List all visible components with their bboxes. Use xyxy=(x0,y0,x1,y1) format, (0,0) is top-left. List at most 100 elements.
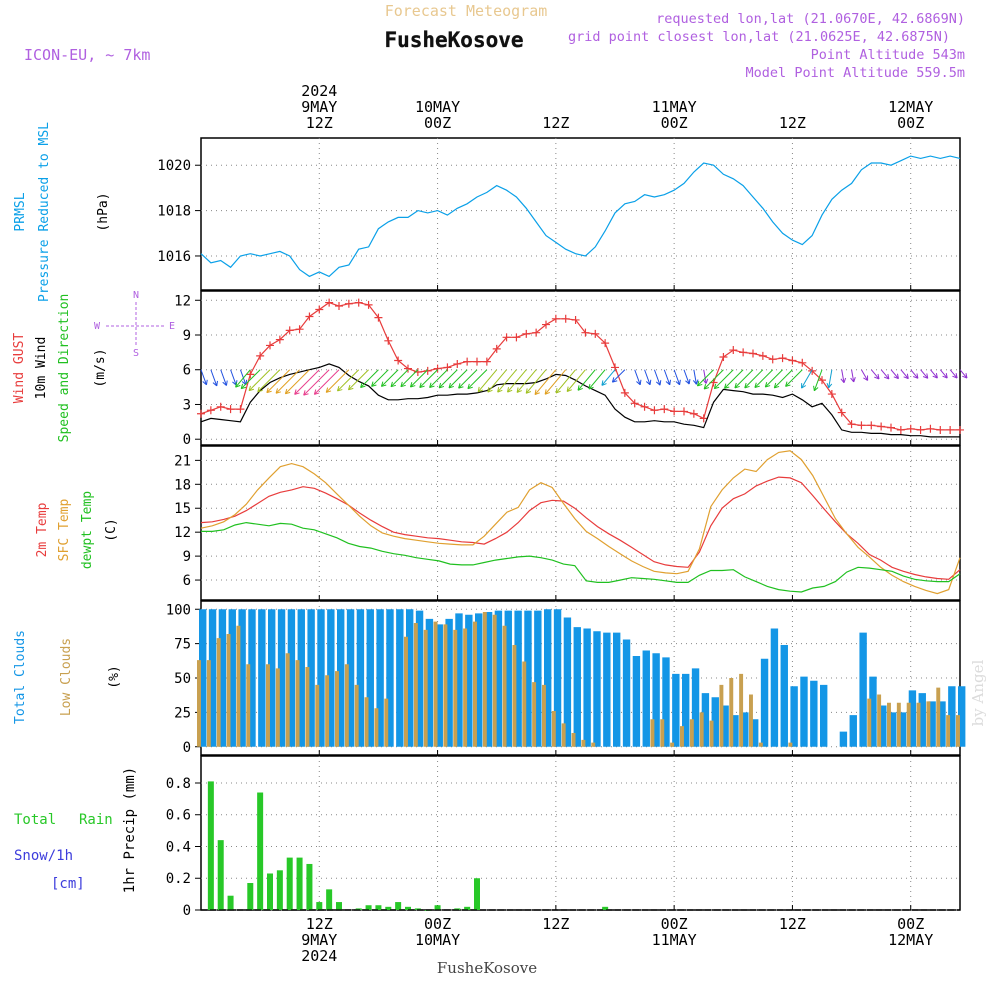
wind-arrow-head xyxy=(926,373,929,379)
low-cloud-bar xyxy=(246,664,251,747)
total-cloud-bar xyxy=(297,609,305,747)
rain-bar xyxy=(217,840,224,910)
wind-arrow xyxy=(516,369,537,393)
y-tick-label: 0.2 xyxy=(166,871,191,887)
top-time-label: 2024 xyxy=(301,82,337,100)
low-cloud-bar xyxy=(285,653,290,747)
wind-arrow xyxy=(438,369,458,389)
wind-arrow-head xyxy=(241,386,247,390)
bottom-time-label: 9MAY xyxy=(301,931,337,949)
wind-arrow-head xyxy=(419,382,422,388)
gust-marker xyxy=(877,422,886,431)
wind-arrow-head xyxy=(645,381,651,386)
wind-arrow-head xyxy=(611,377,615,383)
wind-arrow-head xyxy=(477,386,480,392)
wind-arrow xyxy=(497,369,517,393)
p5-label-b: Rain xyxy=(79,812,113,828)
gust-marker xyxy=(197,409,205,418)
wind-arrow xyxy=(910,369,919,379)
low-cloud-bar xyxy=(946,715,951,747)
y-tick-label: 6 xyxy=(183,573,191,589)
total-cloud-bar xyxy=(356,609,365,747)
wind-arrow-head xyxy=(325,387,329,393)
top-time-label: 12Z xyxy=(306,114,333,132)
wind-arrow-head xyxy=(773,382,777,388)
wind-arrow-head xyxy=(448,382,451,388)
total-cloud-bar xyxy=(544,609,552,747)
wind-arrow-head xyxy=(544,389,547,395)
rain-bar xyxy=(247,883,254,910)
low-cloud-bar xyxy=(463,628,468,747)
total-cloud-bar xyxy=(928,701,936,747)
total-cloud-bar xyxy=(258,609,266,747)
total-cloud-bar xyxy=(494,610,503,747)
wind-arrow-head xyxy=(887,373,890,380)
wind-arrow xyxy=(644,369,651,385)
total-cloud-bar xyxy=(475,613,483,747)
wind-arrow xyxy=(813,369,823,391)
gust-marker xyxy=(551,314,560,323)
wind-arrow-head xyxy=(248,385,251,391)
wind-arrow-head xyxy=(348,384,351,390)
low-cloud-bar xyxy=(561,723,566,747)
wind-arrow-head xyxy=(409,382,413,388)
y-tick-label: 0 xyxy=(183,432,191,448)
bottom-time-label: 10MAY xyxy=(415,931,460,949)
wind-arrow-head xyxy=(588,386,594,390)
total-cloud-bar xyxy=(583,628,591,747)
gust-marker xyxy=(680,407,688,416)
wind-arrow xyxy=(371,369,389,387)
p2-label-c: Speed and Direction xyxy=(57,294,72,443)
total-cloud-bar xyxy=(632,656,641,747)
low-cloud-bar xyxy=(453,629,458,747)
wind-arrow-head xyxy=(754,385,760,389)
low-cloud-bar xyxy=(591,742,596,747)
rain-bar xyxy=(454,908,461,910)
total-cloud-bar xyxy=(652,653,660,747)
point-altitude: Point Altitude 543m xyxy=(811,47,965,63)
wind-arrow xyxy=(900,369,909,379)
p1-label-b: Pressure Reduced to MSL xyxy=(37,122,52,302)
wind-arrow-head xyxy=(534,392,540,396)
low-cloud-bar xyxy=(197,660,201,747)
rain-bar xyxy=(602,906,609,910)
wind-arrow xyxy=(588,369,606,390)
rain-bar xyxy=(267,873,273,910)
wind-arrow xyxy=(890,369,899,379)
top-time-label: 10MAY xyxy=(415,98,460,116)
total-cloud-bar xyxy=(573,627,581,747)
wind-arrow-head xyxy=(225,380,228,386)
wind-arrow xyxy=(703,369,724,390)
closest-coords: grid point closest lon,lat (21.0625E, 42… xyxy=(568,29,950,45)
compass-e: E xyxy=(169,321,175,332)
wind-arrow xyxy=(410,369,429,388)
wind-arrow xyxy=(683,369,690,385)
gust-marker xyxy=(315,305,324,314)
p1-unit: (hPa) xyxy=(96,192,111,231)
low-cloud-bar xyxy=(206,660,211,747)
total-cloud-bar xyxy=(317,609,325,747)
p5-unit: 1hr Precip (mm) xyxy=(122,767,138,893)
y-tick-label: 50 xyxy=(174,671,191,687)
wind-arrow xyxy=(828,369,833,388)
wind-arrow-head xyxy=(714,386,720,390)
low-cloud-bar xyxy=(443,624,448,747)
total-cloud-bar xyxy=(869,676,877,747)
low-cloud-bar xyxy=(522,661,527,747)
wind-arrow-head xyxy=(935,373,938,379)
wind-arrow-head xyxy=(744,385,750,389)
wind-arrow xyxy=(566,369,586,392)
total-cloud-bar xyxy=(199,609,207,747)
wind-arrow-head xyxy=(903,376,909,380)
wind-line xyxy=(200,363,960,438)
wind-arrow-head xyxy=(507,387,509,393)
bottom-time-label: 00Z xyxy=(424,915,451,933)
wind-arrow-head xyxy=(945,373,948,379)
wind-arrow-head xyxy=(785,384,791,387)
panel-frame xyxy=(200,290,961,446)
requested-coords: requested lon,lat (21.0670E, 42.6869N) xyxy=(656,11,965,27)
total-cloud-bar xyxy=(889,712,897,747)
top-time-label: 9MAY xyxy=(301,98,337,116)
wind-arrow xyxy=(744,369,764,389)
wind-arrow xyxy=(939,369,948,379)
